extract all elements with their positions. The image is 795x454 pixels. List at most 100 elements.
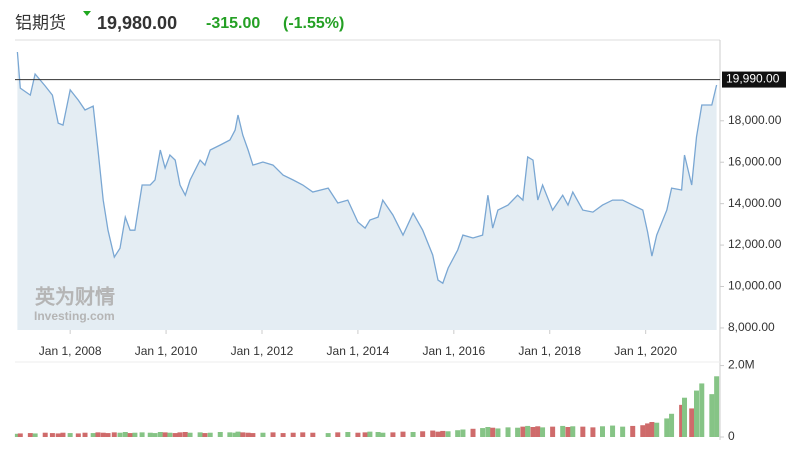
- volume-bar: [17, 433, 23, 437]
- volume-bar: [260, 432, 266, 437]
- volume-bar: [245, 432, 251, 437]
- current-price-box: [722, 71, 786, 88]
- x-tick-label: Jan 1, 2012: [231, 344, 294, 358]
- volume-bar: [75, 433, 81, 437]
- volume-bar: [525, 425, 531, 437]
- volume-bar: [111, 432, 117, 437]
- price: 19,980.00: [97, 13, 177, 33]
- volume-bar: [570, 426, 576, 437]
- volume-tick-label: 0: [728, 429, 735, 443]
- volume-bar: [560, 425, 566, 437]
- volume-bar: [540, 427, 546, 437]
- volume-bar: [689, 408, 695, 437]
- volume-bar: [139, 432, 145, 437]
- volume-bar: [590, 427, 596, 437]
- y-tick-label: 12,000.00: [728, 237, 782, 251]
- volume-bar: [610, 425, 616, 437]
- volume-bar: [630, 425, 636, 437]
- up-icon: [83, 11, 91, 16]
- volume-bar: [157, 432, 163, 437]
- x-tick-label: Jan 1, 2014: [327, 344, 390, 358]
- volume-bar: [232, 432, 238, 437]
- volume-bar: [14, 433, 20, 437]
- volume-bar: [620, 426, 626, 437]
- volume-bar: [117, 432, 123, 437]
- volume-bar: [664, 418, 670, 437]
- x-tick-label: Jan 1, 2020: [614, 344, 677, 358]
- volume-bar: [430, 430, 436, 437]
- volume-bar: [420, 431, 426, 437]
- volume-bar: [325, 433, 331, 437]
- volume-bar: [400, 431, 406, 437]
- volume-bar: [435, 431, 441, 437]
- volume-bar: [132, 432, 138, 437]
- volume-bar: [310, 432, 316, 437]
- volume-bar: [250, 433, 256, 437]
- volume-bar: [42, 432, 48, 437]
- volume-bar: [100, 432, 106, 437]
- area-fill: [17, 52, 717, 330]
- volume-bar: [55, 433, 61, 437]
- volume-bar: [600, 426, 605, 437]
- volume-bar: [565, 427, 571, 437]
- volume-bar: [709, 394, 715, 437]
- volume-bar: [485, 427, 491, 437]
- volume-bar: [162, 432, 168, 437]
- volume-bar: [280, 433, 286, 437]
- volume-bar: [105, 433, 111, 437]
- volume-bar: [580, 426, 586, 437]
- y-tick-label: 16,000.00: [728, 154, 782, 168]
- x-tick-label: Jan 1, 2010: [135, 344, 198, 358]
- price-line: [16, 51, 718, 285]
- volume-tick-label: 2.0M: [728, 358, 755, 372]
- volume-bar: [445, 431, 451, 437]
- volume-bar: [694, 390, 699, 437]
- volume-bar: [202, 433, 208, 437]
- volume-bar: [32, 433, 38, 437]
- y-tick-label: 18,000.00: [728, 113, 782, 127]
- volume-bar: [410, 432, 416, 437]
- volume-bar: [60, 432, 66, 437]
- volume-bar: [290, 432, 296, 437]
- y-tick-label: 8,000.00: [728, 320, 775, 334]
- volume-bar: [505, 427, 511, 437]
- volume-bar: [669, 413, 675, 437]
- change-percent: (-1.55%): [283, 15, 344, 32]
- volume-bar: [235, 431, 241, 437]
- volume-bar: [440, 430, 446, 437]
- volume-bar: [187, 432, 193, 437]
- volume-bar: [530, 427, 536, 437]
- x-tick-label: Jan 1, 2016: [422, 344, 485, 358]
- y-tick-label: 14,000.00: [728, 196, 782, 210]
- y-tick-label: 10,000.00: [728, 279, 782, 293]
- volume-bar: [345, 432, 351, 437]
- volume-bar: [197, 432, 203, 437]
- volume-bar: [679, 404, 685, 437]
- volume-bar: [27, 433, 33, 437]
- volume-bar: [82, 432, 88, 437]
- volume-bar: [480, 428, 486, 437]
- volume-bar: [182, 432, 188, 437]
- volume-bar: [640, 425, 646, 437]
- volume-bar: [645, 423, 651, 437]
- change: -315.00: [206, 15, 260, 32]
- volume-bar: [380, 432, 386, 437]
- volume-bar: [490, 427, 496, 437]
- volume-bar: [49, 433, 55, 437]
- volume-bar: [455, 430, 461, 437]
- volume-bar: [495, 428, 501, 437]
- volume-bar: [335, 432, 341, 437]
- volume-bar: [362, 432, 368, 437]
- x-tick-label: Jan 1, 2008: [39, 344, 102, 358]
- volume-bar: [227, 432, 233, 437]
- volume-bar: [147, 432, 153, 437]
- x-tick-label: Jan 1, 2018: [518, 344, 581, 358]
- volume-bar: [217, 432, 223, 437]
- volume-bar: [90, 433, 96, 437]
- volume-bar: [172, 433, 178, 437]
- volume-bar: [122, 432, 128, 437]
- volume-bar: [520, 426, 526, 437]
- volume-bar: [714, 376, 720, 437]
- volume-bar: [649, 422, 655, 437]
